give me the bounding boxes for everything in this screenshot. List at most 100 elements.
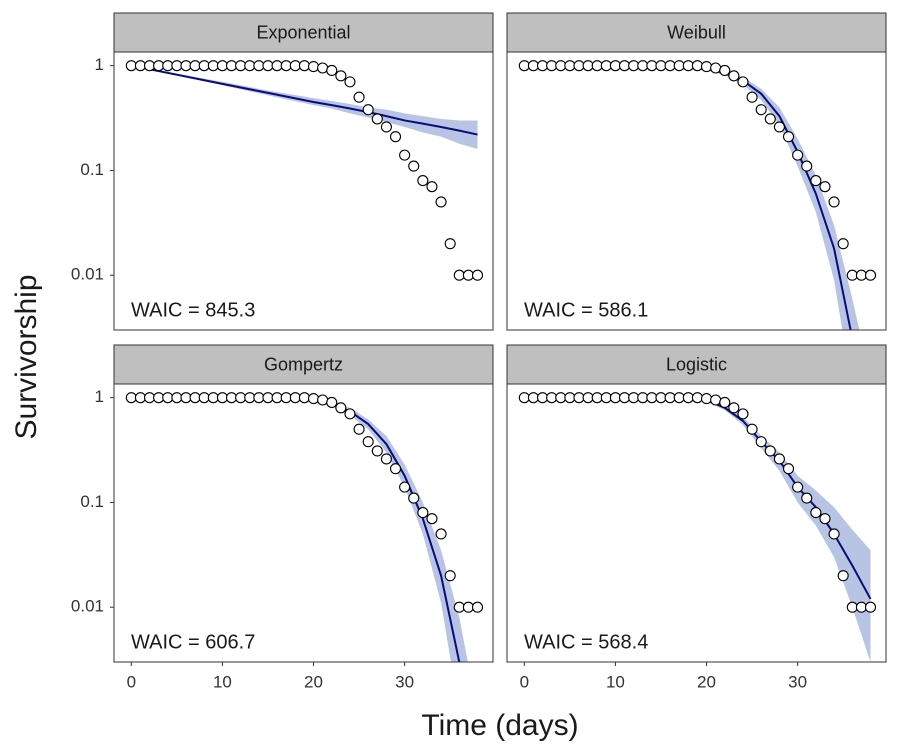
data-point: [673, 60, 685, 72]
data-point: [125, 60, 137, 72]
data-point: [628, 392, 640, 404]
data-point: [271, 60, 283, 72]
annotation: WAIC = 845.3: [131, 299, 255, 321]
data-point: [664, 60, 676, 72]
data-point: [426, 513, 438, 525]
data-point: [700, 393, 713, 405]
panel-background: [507, 52, 886, 330]
data-point: [719, 396, 731, 409]
panel-background: [114, 384, 493, 662]
data-point: [536, 60, 549, 72]
data-point: [664, 392, 676, 404]
panel-border: [506, 51, 887, 331]
data-point: [162, 392, 174, 404]
data-point: [564, 60, 576, 72]
data-point: [462, 601, 474, 613]
data-point: [628, 60, 640, 72]
data-point: [773, 121, 785, 133]
data-point: [307, 393, 320, 405]
data-point: [207, 392, 219, 404]
y-axis-title: Survivorship: [10, 274, 43, 439]
data-point: [171, 60, 183, 72]
data-point: [244, 392, 256, 404]
x-tick-label: 20: [697, 672, 716, 691]
data-point: [864, 269, 877, 281]
x-tick-label: 0: [520, 672, 529, 691]
annotation: WAIC = 606.7: [131, 631, 255, 653]
data-point: [389, 463, 402, 475]
data-point: [646, 60, 658, 72]
data-point: [801, 492, 813, 504]
data-point: [216, 392, 228, 404]
fit-line: [131, 64, 478, 136]
data-point: [810, 175, 822, 187]
data-point: [435, 528, 447, 540]
data-point: [564, 392, 576, 404]
data-point: [555, 60, 567, 72]
facet-strip: [506, 344, 887, 385]
data-point: [637, 392, 649, 404]
data-point: [207, 60, 219, 72]
data-point: [846, 601, 858, 613]
data-point: [162, 60, 174, 72]
data-point: [189, 392, 201, 404]
data-point: [326, 396, 338, 409]
data-point: [362, 436, 374, 448]
data-point: [417, 175, 429, 187]
x-tick-label: 30: [395, 672, 414, 691]
panel-background: [114, 52, 493, 330]
data-point: [518, 60, 530, 72]
data-point: [855, 269, 867, 281]
data-point: [471, 269, 484, 281]
facet-strip: [506, 12, 887, 53]
data-point: [710, 62, 722, 74]
data-point: [646, 392, 658, 404]
data-point: [380, 453, 392, 465]
data-point: [737, 408, 749, 420]
data-point: [673, 392, 685, 404]
data-point: [582, 60, 594, 72]
data-point: [435, 196, 447, 208]
data-point: [134, 60, 146, 72]
data-point: [444, 238, 456, 250]
data-point: [189, 60, 201, 72]
panel-border: [113, 383, 494, 663]
data-point: [317, 394, 329, 406]
data-point: [855, 601, 867, 613]
data-point: [518, 392, 530, 404]
data-point: [180, 392, 192, 404]
data-point: [426, 181, 438, 193]
data-point: [792, 149, 804, 161]
data-point: [153, 392, 165, 404]
facet-strip: [113, 12, 494, 53]
data-point: [710, 394, 722, 406]
data-point: [837, 570, 849, 582]
annotation: WAIC = 586.1: [524, 299, 648, 321]
facet-title: Gompertz: [264, 354, 343, 374]
data-point: [271, 392, 283, 404]
data-point: [399, 481, 411, 493]
x-tick-label: 30: [788, 672, 807, 691]
data-point: [555, 392, 567, 404]
data-point: [225, 60, 238, 72]
data-point: [755, 104, 767, 116]
data-point: [344, 408, 356, 420]
panel-plot: [518, 392, 877, 662]
data-point: [755, 436, 767, 448]
data-point: [536, 392, 549, 404]
data-point: [198, 60, 210, 72]
data-point: [837, 238, 849, 250]
data-point: [253, 60, 265, 72]
y-tick-label: 0.01: [71, 597, 104, 616]
data-point: [782, 463, 795, 475]
data-point: [389, 131, 402, 143]
x-tick-label: 10: [213, 672, 232, 691]
data-point: [453, 269, 465, 281]
data-point: [335, 70, 347, 82]
data-point: [262, 392, 274, 404]
data-point: [471, 601, 484, 613]
data-point: [280, 60, 292, 72]
panel-plot: [125, 60, 484, 281]
data-point: [317, 62, 329, 74]
data-point: [700, 61, 713, 73]
